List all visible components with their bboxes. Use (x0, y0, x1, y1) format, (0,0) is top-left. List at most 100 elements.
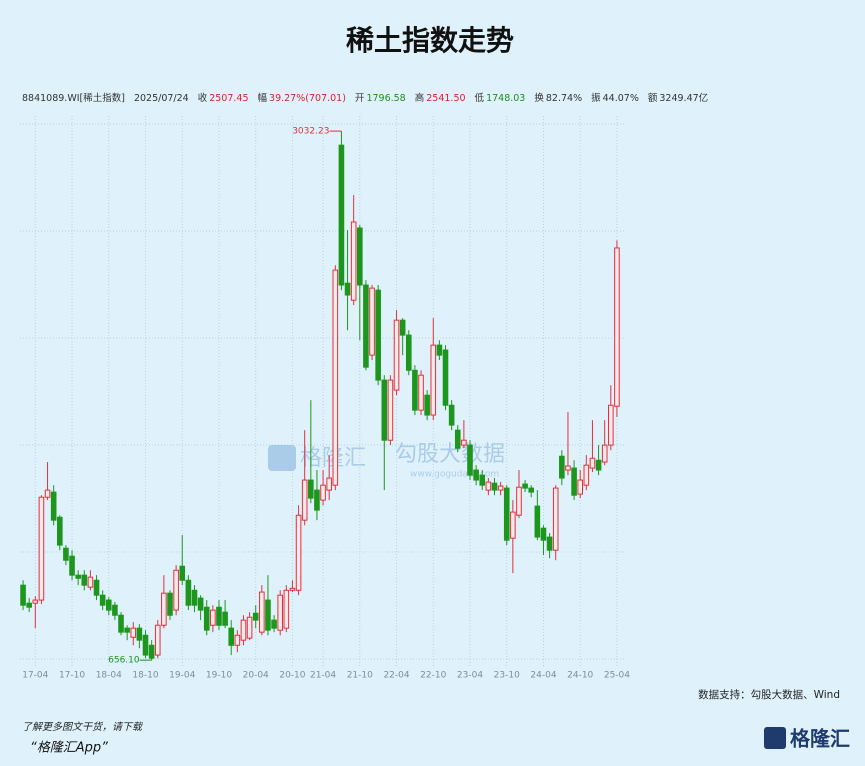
x-tick-label: 24-10 (567, 671, 593, 681)
candle-body (75, 574, 81, 579)
candle-body (320, 484, 326, 501)
candle-body (461, 439, 467, 446)
candle-body (93, 579, 100, 596)
candle-body (559, 455, 565, 479)
candle-body (577, 479, 584, 495)
candle-body (308, 479, 314, 499)
candle-body (301, 479, 308, 521)
candle-body (552, 487, 559, 551)
candle-body (105, 599, 112, 611)
candle-body (350, 221, 357, 301)
candle-body (356, 227, 363, 286)
candle-body (338, 144, 345, 286)
candle-body (608, 404, 614, 446)
candle-body (124, 627, 130, 633)
x-tick-label: 23-10 (494, 671, 520, 681)
quote-value: 2507.45 (209, 93, 249, 104)
candle-body (448, 404, 455, 426)
candle-body (191, 589, 198, 606)
candle-body (32, 599, 39, 604)
date: 2025/07/24 (133, 93, 189, 104)
candle-body (20, 584, 26, 606)
candle-body (154, 624, 161, 656)
quote-value: 39.27%(707.01) (269, 93, 346, 104)
candle-body (454, 429, 461, 449)
candle-body (589, 457, 596, 469)
candle-body (173, 569, 179, 611)
candle-body (38, 496, 45, 601)
candle-body (185, 579, 192, 606)
candle-body (405, 334, 412, 371)
quote-label: 额 (647, 93, 658, 104)
candle-body (375, 289, 381, 381)
quote-value: 82.74% (545, 93, 583, 104)
candle-body (87, 576, 94, 588)
candle-body (369, 287, 375, 356)
x-tick-label: 22-04 (383, 671, 409, 681)
candle-body (277, 594, 284, 631)
quote-label: 高 (414, 93, 425, 104)
quote-value: 44.07% (602, 93, 639, 104)
x-tick-label: 21-04 (310, 671, 336, 681)
quote-header: 8841089.WI[稀土指数] 2025/07/24 收 2507.45 幅 39.27… (22, 90, 721, 104)
candle-body (63, 547, 69, 561)
x-tick-label: 21-10 (347, 671, 373, 681)
x-tick-label: 20-04 (243, 671, 269, 681)
candle-body (473, 469, 479, 481)
annotation-min: 656.10 (108, 656, 140, 666)
candle-body (332, 269, 339, 486)
candle-body (99, 594, 106, 606)
candle-body (399, 319, 406, 336)
candle-body (522, 483, 528, 489)
x-tick-label: 18-04 (96, 671, 122, 681)
candle-body (601, 444, 608, 463)
candle-body (436, 344, 443, 356)
x-tick-label: 17-10 (59, 671, 85, 681)
candle-body (136, 627, 143, 641)
x-tick-label: 22-10 (420, 671, 446, 681)
grid (20, 123, 625, 660)
candle-body (516, 486, 522, 516)
promo-text: 了解更多图文干货，请下载 (22, 721, 144, 733)
candle-body (56, 516, 63, 546)
candle-body (81, 574, 88, 586)
candle-body (69, 555, 75, 576)
candle-body (528, 487, 535, 493)
x-tick-label: 19-04 (169, 671, 195, 681)
candle-body (234, 634, 241, 646)
candle-body (265, 599, 271, 631)
watermark-brand: 勾股大数据 (395, 442, 505, 467)
quote-label: 幅 (257, 93, 268, 104)
candle-body (479, 474, 486, 486)
candle-body (430, 344, 437, 416)
x-tick-label: 19-10 (206, 671, 232, 681)
candle-body (44, 489, 51, 498)
candle-body (295, 514, 302, 591)
candle-body (595, 459, 602, 471)
candle-body (442, 349, 449, 406)
x-tick-label: 24-04 (530, 671, 556, 681)
logo-text: 格隆汇 (790, 727, 850, 751)
candle-body (26, 602, 32, 608)
candle-body (510, 511, 516, 539)
watermark-icon (268, 445, 296, 471)
app-name: “格隆汇App” (30, 741, 108, 756)
candle-body (344, 282, 351, 296)
quote-value: 1748.03 (486, 93, 526, 104)
candle-body (203, 606, 210, 631)
quote-label: 低 (474, 93, 485, 104)
candle-body (546, 536, 553, 551)
candle-body (418, 374, 424, 411)
candle-body (271, 619, 277, 629)
candle-body (381, 379, 388, 441)
quote-items: 收 2507.45 幅 39.27%(707.01) 开 1796.58 高 2541.50 低… (198, 93, 717, 104)
quote-value: 1796.58 (366, 93, 406, 104)
candle-body (197, 597, 204, 611)
candle-body (289, 587, 296, 591)
x-tick-label: 23-04 (457, 671, 483, 681)
candle-body (118, 614, 124, 633)
candle-body (387, 379, 394, 441)
candle-body (259, 591, 265, 633)
candle-body (148, 644, 155, 659)
